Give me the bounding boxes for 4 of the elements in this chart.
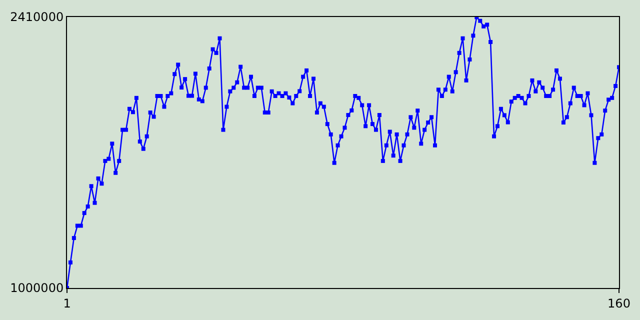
x-tick-label: 1: [63, 296, 71, 310]
y-tick-label: 1000000: [10, 281, 64, 296]
x-tick-label: 160: [608, 296, 630, 310]
y-tick-label: 2410000: [10, 10, 64, 24]
